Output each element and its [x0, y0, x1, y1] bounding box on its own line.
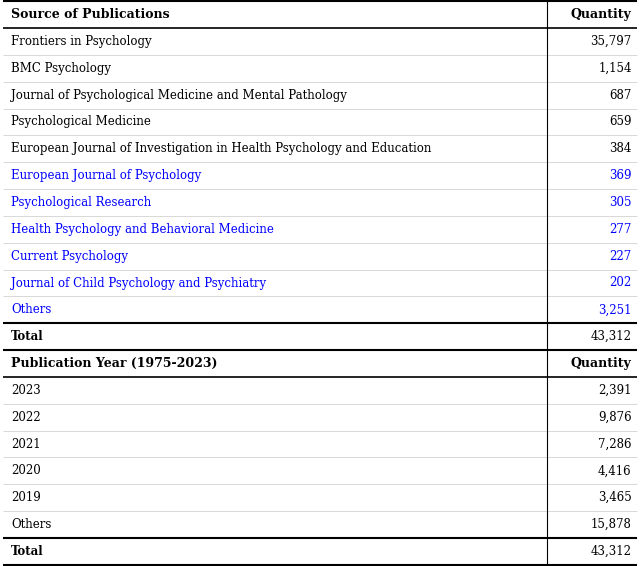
Text: 369: 369: [609, 169, 632, 182]
Text: Quantity: Quantity: [571, 8, 632, 21]
Text: 2020: 2020: [11, 465, 40, 477]
Text: 384: 384: [609, 142, 632, 155]
Text: 3,251: 3,251: [598, 303, 632, 316]
Text: Total: Total: [11, 545, 44, 558]
Text: BMC Psychology: BMC Psychology: [11, 62, 111, 75]
Text: 305: 305: [609, 196, 632, 209]
Text: 43,312: 43,312: [591, 545, 632, 558]
Text: 2022: 2022: [11, 411, 40, 424]
Text: Current Psychology: Current Psychology: [11, 250, 128, 263]
Text: Publication Year (1975-2023): Publication Year (1975-2023): [11, 357, 218, 370]
Text: Journal of Psychological Medicine and Mental Pathology: Journal of Psychological Medicine and Me…: [11, 89, 347, 101]
Text: 2019: 2019: [11, 491, 40, 504]
Text: Others: Others: [11, 518, 51, 531]
Text: Journal of Child Psychology and Psychiatry: Journal of Child Psychology and Psychiat…: [11, 277, 266, 289]
Text: 9,876: 9,876: [598, 411, 632, 424]
Text: Health Psychology and Behavioral Medicine: Health Psychology and Behavioral Medicin…: [11, 223, 274, 236]
Text: Psychological Research: Psychological Research: [11, 196, 151, 209]
Text: 2021: 2021: [11, 438, 40, 451]
Text: European Journal of Psychology: European Journal of Psychology: [11, 169, 201, 182]
Text: 2023: 2023: [11, 384, 40, 397]
Text: 4,416: 4,416: [598, 465, 632, 477]
Text: Psychological Medicine: Psychological Medicine: [11, 115, 151, 128]
Text: Total: Total: [11, 330, 44, 343]
Text: 7,286: 7,286: [598, 438, 632, 451]
Text: 227: 227: [609, 250, 632, 263]
Text: Source of Publications: Source of Publications: [11, 8, 170, 21]
Text: 687: 687: [609, 89, 632, 101]
Text: 35,797: 35,797: [591, 35, 632, 48]
Text: 202: 202: [609, 277, 632, 289]
Text: 43,312: 43,312: [591, 330, 632, 343]
Text: 1,154: 1,154: [598, 62, 632, 75]
Text: 3,465: 3,465: [598, 491, 632, 504]
Text: Quantity: Quantity: [571, 357, 632, 370]
Text: 277: 277: [609, 223, 632, 236]
Text: 2,391: 2,391: [598, 384, 632, 397]
Text: Others: Others: [11, 303, 51, 316]
Text: 659: 659: [609, 115, 632, 128]
Text: 15,878: 15,878: [591, 518, 632, 531]
Text: European Journal of Investigation in Health Psychology and Education: European Journal of Investigation in Hea…: [11, 142, 431, 155]
Text: Frontiers in Psychology: Frontiers in Psychology: [11, 35, 152, 48]
